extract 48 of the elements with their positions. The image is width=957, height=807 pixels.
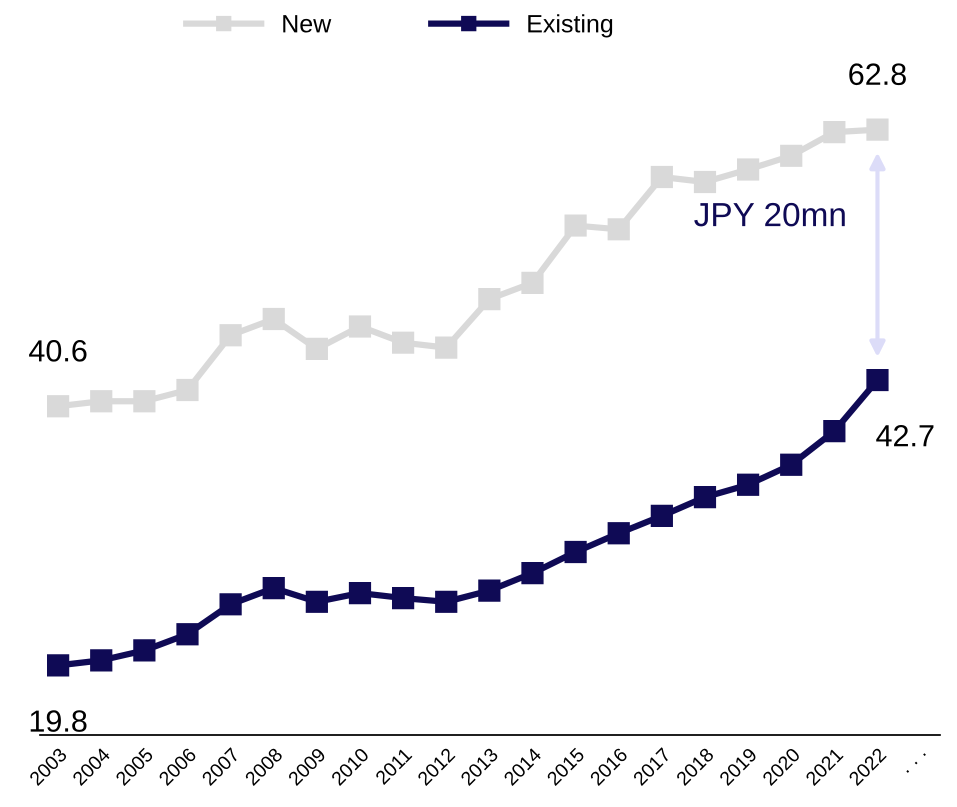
legend-label: New xyxy=(283,15,332,33)
data-label: 40.6 xyxy=(29,340,87,362)
point xyxy=(650,504,673,527)
data-label: 62.8 xyxy=(849,63,906,86)
point xyxy=(219,324,242,346)
data-label: 19.8 xyxy=(30,710,87,732)
point xyxy=(608,218,630,240)
point xyxy=(262,308,285,330)
point xyxy=(564,540,587,564)
point xyxy=(736,474,760,496)
point xyxy=(392,586,414,610)
point xyxy=(650,166,673,188)
point xyxy=(694,486,716,508)
point xyxy=(478,288,500,310)
x-tick-label: · · · xyxy=(906,753,926,773)
point xyxy=(736,158,760,181)
point xyxy=(392,332,414,354)
point xyxy=(348,315,372,338)
point xyxy=(176,623,199,646)
point xyxy=(90,649,112,672)
point xyxy=(133,639,156,662)
point xyxy=(133,390,156,412)
point xyxy=(521,272,544,294)
point xyxy=(306,338,328,360)
point xyxy=(823,121,846,144)
point xyxy=(176,378,199,402)
point xyxy=(521,562,544,584)
point xyxy=(866,368,889,392)
point xyxy=(47,395,70,418)
point xyxy=(564,214,587,237)
point xyxy=(478,579,500,602)
point xyxy=(435,336,458,359)
annotation: JPY 20mn xyxy=(694,202,845,226)
point xyxy=(608,522,630,544)
point xyxy=(823,420,846,442)
legend-label: Existing xyxy=(528,14,612,38)
point xyxy=(435,590,458,613)
point xyxy=(780,144,802,167)
point xyxy=(866,118,889,141)
point xyxy=(219,593,242,616)
point xyxy=(90,390,112,412)
data-label: 42.7 xyxy=(876,424,934,446)
point xyxy=(348,582,372,604)
point xyxy=(306,590,328,613)
point xyxy=(694,170,716,194)
point xyxy=(47,654,70,676)
point xyxy=(780,454,802,476)
point xyxy=(262,577,285,600)
